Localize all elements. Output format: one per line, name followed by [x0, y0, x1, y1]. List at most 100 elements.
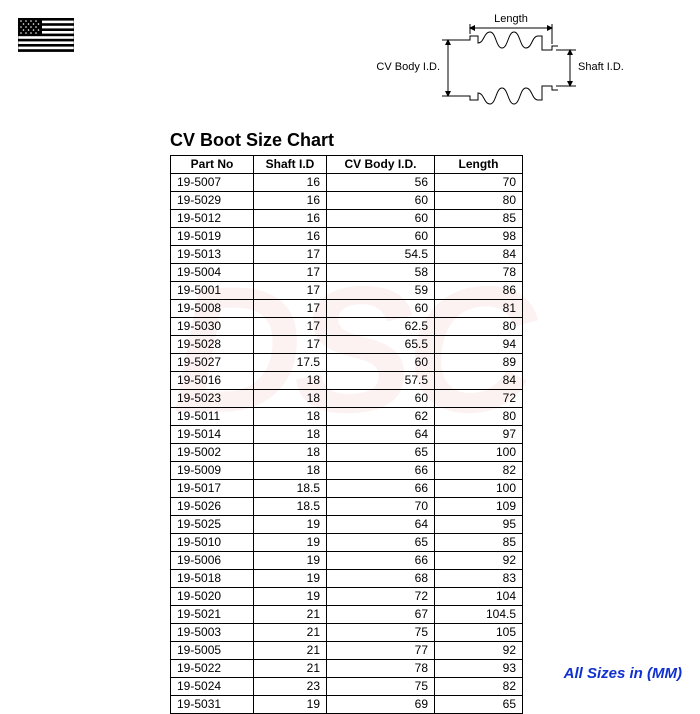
table-cell: 65 — [327, 444, 435, 462]
table-cell: 100 — [435, 444, 523, 462]
table-cell: 97 — [435, 426, 523, 444]
table-cell: 85 — [435, 210, 523, 228]
table-cell: 67 — [327, 606, 435, 624]
table-cell: 18 — [254, 462, 327, 480]
table-cell: 19 — [254, 588, 327, 606]
table-cell: 95 — [435, 516, 523, 534]
table-cell: 57.5 — [327, 372, 435, 390]
table-cell: 21 — [254, 624, 327, 642]
table-cell: 21 — [254, 606, 327, 624]
table-cell: 19-5012 — [171, 210, 254, 228]
table-header-row: Part No Shaft I.D CV Body I.D. Length — [171, 156, 523, 174]
col-length: Length — [435, 156, 523, 174]
table-cell: 19-5020 — [171, 588, 254, 606]
table-cell: 18.5 — [254, 498, 327, 516]
size-chart-table: Part No Shaft I.D CV Body I.D. Length 19… — [170, 155, 523, 714]
table-cell: 93 — [435, 660, 523, 678]
table-row: 19-5023186072 — [171, 390, 523, 408]
table-cell: 19-5018 — [171, 570, 254, 588]
table-row: 19-50021865100 — [171, 444, 523, 462]
table-cell: 81 — [435, 300, 523, 318]
table-cell: 21 — [254, 660, 327, 678]
col-cv-body-id: CV Body I.D. — [327, 156, 435, 174]
table-cell: 84 — [435, 372, 523, 390]
table-cell: 17 — [254, 246, 327, 264]
table-cell: 19-5024 — [171, 678, 254, 696]
table-cell: 94 — [435, 336, 523, 354]
table-cell: 78 — [435, 264, 523, 282]
table-row: 19-5025196495 — [171, 516, 523, 534]
table-cell: 105 — [435, 624, 523, 642]
diagram-shaft-label: Shaft I.D. — [578, 61, 624, 73]
table-cell: 72 — [327, 588, 435, 606]
table-cell: 66 — [327, 480, 435, 498]
table-cell: 19-5002 — [171, 444, 254, 462]
table-row: 19-5022217893 — [171, 660, 523, 678]
table-cell: 92 — [435, 642, 523, 660]
table-cell: 19-5023 — [171, 390, 254, 408]
table-cell: 19-5007 — [171, 174, 254, 192]
table-cell: 19-5021 — [171, 606, 254, 624]
table-cell: 17 — [254, 300, 327, 318]
table-cell: 100 — [435, 480, 523, 498]
table-cell: 23 — [254, 678, 327, 696]
table-cell: 60 — [327, 390, 435, 408]
table-row: 19-5007165670 — [171, 174, 523, 192]
table-cell: 66 — [327, 462, 435, 480]
table-cell: 18 — [254, 390, 327, 408]
table-cell: 64 — [327, 426, 435, 444]
table-cell: 69 — [327, 696, 435, 714]
table-cell: 58 — [327, 264, 435, 282]
table-cell: 60 — [327, 210, 435, 228]
table-cell: 19 — [254, 570, 327, 588]
table-row: 19-5014186497 — [171, 426, 523, 444]
table-cell: 80 — [435, 408, 523, 426]
table-row: 19-50032175105 — [171, 624, 523, 642]
table-cell: 54.5 — [327, 246, 435, 264]
table-cell: 68 — [327, 570, 435, 588]
table-cell: 60 — [327, 354, 435, 372]
table-cell: 16 — [254, 210, 327, 228]
table-cell: 19-5025 — [171, 516, 254, 534]
table-cell: 75 — [327, 678, 435, 696]
diagram-cvbody-label: CV Body I.D. — [376, 61, 440, 73]
table-row: 19-5009186682 — [171, 462, 523, 480]
table-row: 19-5001175986 — [171, 282, 523, 300]
table-cell: 19-5003 — [171, 624, 254, 642]
table-cell: 56 — [327, 174, 435, 192]
table-cell: 83 — [435, 570, 523, 588]
us-flag-icon — [18, 18, 74, 57]
table-row: 19-50201972104 — [171, 588, 523, 606]
table-cell: 19-5005 — [171, 642, 254, 660]
table-cell: 82 — [435, 462, 523, 480]
table-cell: 19-5004 — [171, 264, 254, 282]
table-cell: 19-5009 — [171, 462, 254, 480]
table-cell: 19-5029 — [171, 192, 254, 210]
table-cell: 19-5027 — [171, 354, 254, 372]
col-shaft-id: Shaft I.D — [254, 156, 327, 174]
table-row: 19-5031196965 — [171, 696, 523, 714]
table-cell: 59 — [327, 282, 435, 300]
table-cell: 19-5010 — [171, 534, 254, 552]
table-cell: 70 — [435, 174, 523, 192]
table-cell: 89 — [435, 354, 523, 372]
table-cell: 64 — [327, 516, 435, 534]
table-row: 19-5010196585 — [171, 534, 523, 552]
table-row: 19-5004175878 — [171, 264, 523, 282]
table-row: 19-50161857.584 — [171, 372, 523, 390]
table-cell: 70 — [327, 498, 435, 516]
table-cell: 86 — [435, 282, 523, 300]
table-cell: 16 — [254, 174, 327, 192]
table-cell: 16 — [254, 192, 327, 210]
table-cell: 109 — [435, 498, 523, 516]
table-row: 19-5029166080 — [171, 192, 523, 210]
table-row: 19-5005217792 — [171, 642, 523, 660]
table-cell: 19-5028 — [171, 336, 254, 354]
table-cell: 85 — [435, 534, 523, 552]
table-cell: 19 — [254, 552, 327, 570]
table-row: 19-50212167104.5 — [171, 606, 523, 624]
table-row: 19-502618.570109 — [171, 498, 523, 516]
table-row: 19-501718.566100 — [171, 480, 523, 498]
table-row: 19-502717.56089 — [171, 354, 523, 372]
table-cell: 77 — [327, 642, 435, 660]
